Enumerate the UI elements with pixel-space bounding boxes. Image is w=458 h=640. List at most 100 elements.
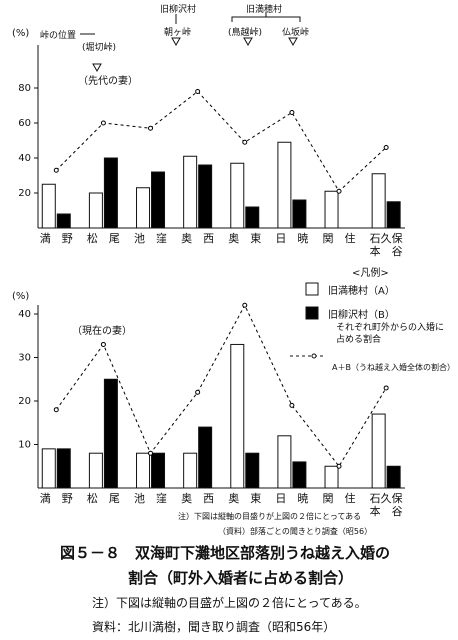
legend-swatch (305, 282, 319, 296)
annotation: 朝ヶ峠 (164, 28, 192, 38)
bar (41, 448, 56, 489)
caption: 図５－８ 双海町下灘地区部落別うね越え入婚の (60, 544, 391, 562)
y-tick-label: 80 (18, 83, 31, 94)
pass-marker (92, 63, 102, 73)
bar (41, 183, 56, 229)
annotation: 峠の位置 (40, 31, 77, 41)
bar (386, 201, 401, 229)
x-tick-label: 満 野 (39, 232, 73, 245)
bar (103, 378, 118, 489)
y-tick-label: 10 (18, 440, 31, 451)
bar (245, 452, 260, 489)
bar (56, 448, 71, 489)
y-unit: (%) (12, 28, 30, 39)
line-point (242, 139, 248, 145)
x-tick-label: 奥 西 (181, 232, 215, 245)
annotation: 旧柳沢村 (160, 5, 197, 15)
bar (103, 157, 118, 229)
x-tick-label: 日 暁 (275, 232, 309, 245)
line-point (289, 402, 295, 408)
x-tick-label: 奥 西 (181, 492, 215, 505)
bar (371, 413, 386, 489)
x-tick-label: 石久保 本 谷 (369, 492, 403, 518)
y-unit: (%) (12, 291, 30, 302)
bar (277, 435, 292, 489)
x-tick-label: 奥 東 (228, 492, 262, 505)
y-tick-label: 40 (18, 309, 31, 320)
legend-swatch (311, 353, 317, 359)
line-series (55, 304, 387, 468)
line-point (336, 463, 342, 469)
annotation: (鳥越峠) (228, 28, 263, 38)
subtitle: （現在の妻） (72, 326, 132, 337)
bar (56, 213, 71, 229)
annotation: 仏坂峠 (282, 28, 310, 38)
x-tick-label: 満 野 (39, 492, 73, 505)
x-tick-label: 松 尾 (86, 492, 120, 505)
bar (183, 452, 198, 489)
annotation: (堀切峠) (82, 43, 117, 53)
bar (277, 141, 292, 229)
x-tick-label: 関 住 (322, 492, 356, 505)
bar (198, 164, 213, 229)
pass-marker (243, 37, 253, 47)
pass-marker (171, 37, 181, 47)
bar (324, 465, 339, 489)
legend-label: A＋B（うね越え入婚全体の割合） (332, 363, 455, 372)
line-point (100, 120, 106, 126)
bar (245, 206, 260, 229)
line-point (195, 389, 201, 395)
note: 注）下図は縦軸の目盛が上図の２倍にとってある。 (92, 596, 367, 610)
line-point (195, 89, 201, 94)
x-tick-label: 池 窪 (134, 232, 168, 245)
bar (198, 426, 213, 489)
bar (151, 171, 166, 229)
legend-label: 旧柳沢村（B） (328, 310, 395, 321)
legend-title: <凡例> (352, 268, 389, 279)
bar (88, 452, 103, 489)
bar (371, 173, 386, 229)
y-tick-label: 30 (18, 353, 31, 364)
bracket (231, 12, 301, 22)
chart-note: （資料）部落ごとの聞きとり調査（昭56） (218, 527, 373, 536)
line-point (383, 145, 389, 150)
chart-note: 注）下図は縦軸の目盛りが上図の２倍にとってある (178, 512, 362, 521)
bar (88, 192, 103, 229)
line-point (289, 110, 295, 115)
bar (151, 452, 166, 489)
bar (136, 187, 151, 229)
legend-note: それぞれ町外からの入婚に占める割合 (336, 323, 445, 345)
bar (136, 452, 151, 489)
y-tick-label: 20 (18, 396, 31, 407)
bar (386, 465, 401, 489)
line-point (100, 341, 106, 347)
y-tick-label: 60 (18, 118, 31, 129)
legend-label: 旧満穂村（A） (328, 286, 395, 297)
line-point (336, 188, 342, 194)
x-tick-label: 池 窪 (134, 492, 168, 505)
bar (183, 155, 198, 229)
y-tick-label: 20 (18, 188, 31, 199)
line-point (148, 450, 154, 456)
x-tick-label: 松 尾 (86, 232, 120, 245)
x-tick-label: 石久保 本 谷 (369, 232, 403, 258)
bar (292, 461, 307, 489)
y-tick-label: 40 (18, 153, 31, 164)
line-point (53, 407, 59, 413)
subtitle: （先代の妻） (78, 76, 138, 87)
caption: 割合（町外入婚者に占める割合） (128, 569, 354, 587)
source: 資料：北川満樹，聞き取り調査（昭和56年） (92, 620, 336, 634)
x-tick-label: 関 住 (322, 232, 356, 245)
bar (230, 162, 245, 229)
line-series (55, 90, 387, 193)
x-tick-label: 奥 東 (228, 232, 262, 245)
x-tick-label: 日 暁 (275, 492, 309, 505)
line-point (242, 302, 248, 308)
line-point (383, 385, 389, 391)
annotation: 旧満穂村 (246, 5, 283, 15)
bar (324, 190, 339, 229)
bar (230, 343, 245, 489)
legend-swatch (305, 306, 319, 320)
